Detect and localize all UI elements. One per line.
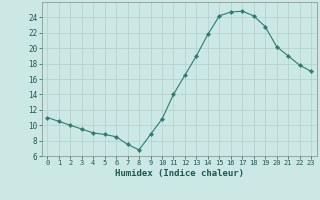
X-axis label: Humidex (Indice chaleur): Humidex (Indice chaleur) [115,169,244,178]
